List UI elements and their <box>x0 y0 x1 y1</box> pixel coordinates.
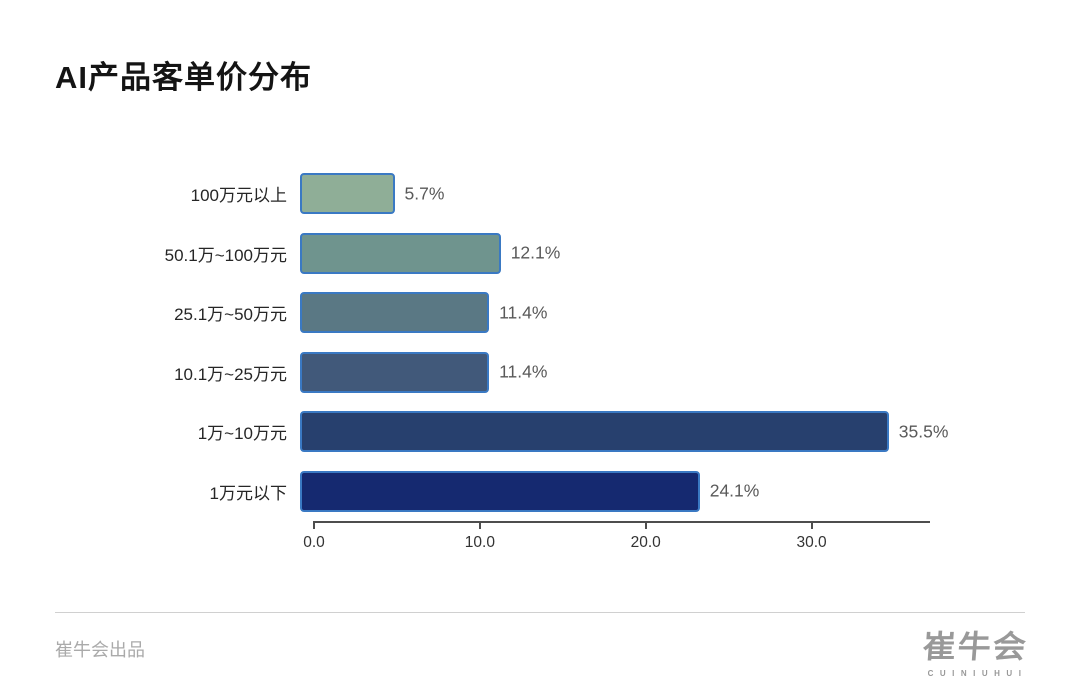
value-label: 35.5% <box>898 421 949 442</box>
brand-logo-text: 崔牛会 <box>921 628 1030 664</box>
bar <box>300 470 700 512</box>
bar-row: 100万元以上 5.7% <box>55 173 1035 214</box>
bar-row: 1万~10万元 35.5% <box>55 411 1035 453</box>
value-label: 24.1% <box>709 480 760 501</box>
bar-track: 11.4% <box>300 292 1035 334</box>
footer-divider <box>55 612 1025 613</box>
category-label: 10.1万~25万元 <box>174 364 287 384</box>
x-axis-line <box>313 521 930 523</box>
bar-row: 50.1万~100万元 12.1% <box>55 232 1035 274</box>
category-label: 25.1万~50万元 <box>174 305 287 325</box>
bar-track: 5.7% <box>300 173 1035 214</box>
bar <box>300 351 490 393</box>
category-label: 50.1万~100万元 <box>164 245 287 265</box>
x-axis-tick-label: 0.0 <box>303 534 325 551</box>
bar-track: 11.4% <box>300 351 1035 393</box>
x-axis-tick-label: 10.0 <box>464 534 495 551</box>
x-axis: 0.0 10.0 20.0 30.0 <box>303 521 930 561</box>
bar-row: 1万元以下 24.1% <box>55 470 1035 512</box>
value-label: 5.7% <box>404 183 445 203</box>
value-label: 12.1% <box>510 242 561 263</box>
category-label: 1万元以下 <box>209 483 287 503</box>
chart-title: AI产品客单价分布 <box>55 60 312 95</box>
bar <box>300 411 889 453</box>
bar-track: 24.1% <box>300 470 1035 512</box>
x-axis-tick <box>644 521 647 529</box>
value-label: 11.4% <box>499 302 548 323</box>
bar-track: 12.1% <box>300 232 1035 274</box>
category-label: 1万~10万元 <box>197 424 287 444</box>
category-label: 100万元以上 <box>190 186 287 205</box>
x-axis-tick-label: 30.0 <box>796 534 827 551</box>
brand-logo-subtext: CUINIUHUI <box>927 669 1028 678</box>
brand-logo: 崔牛会 CUINIUHUI <box>921 620 1030 678</box>
footer-credit: 崔牛会出品 <box>55 640 145 660</box>
bar-row: 10.1万~25万元 11.4% <box>55 351 1035 393</box>
bar-track: 35.5% <box>300 411 1035 453</box>
x-axis-tick <box>313 521 315 529</box>
bar-row: 25.1万~50万元 11.4% <box>55 292 1035 334</box>
x-axis-tick-label: 20.0 <box>630 534 661 551</box>
bar-rows: 100万元以上 5.7% 50.1万~100万元 12.1% 25.1万~50万元 11.… <box>55 173 1035 512</box>
bar <box>300 292 490 334</box>
value-label: 11.4% <box>499 361 548 382</box>
bar <box>300 232 501 274</box>
x-axis-tick <box>478 521 481 529</box>
bar <box>300 173 395 214</box>
bar-chart: 100万元以上 5.7% 50.1万~100万元 12.1% 25.1万~50万元 11.… <box>55 173 1035 551</box>
x-axis-tick <box>810 521 813 529</box>
